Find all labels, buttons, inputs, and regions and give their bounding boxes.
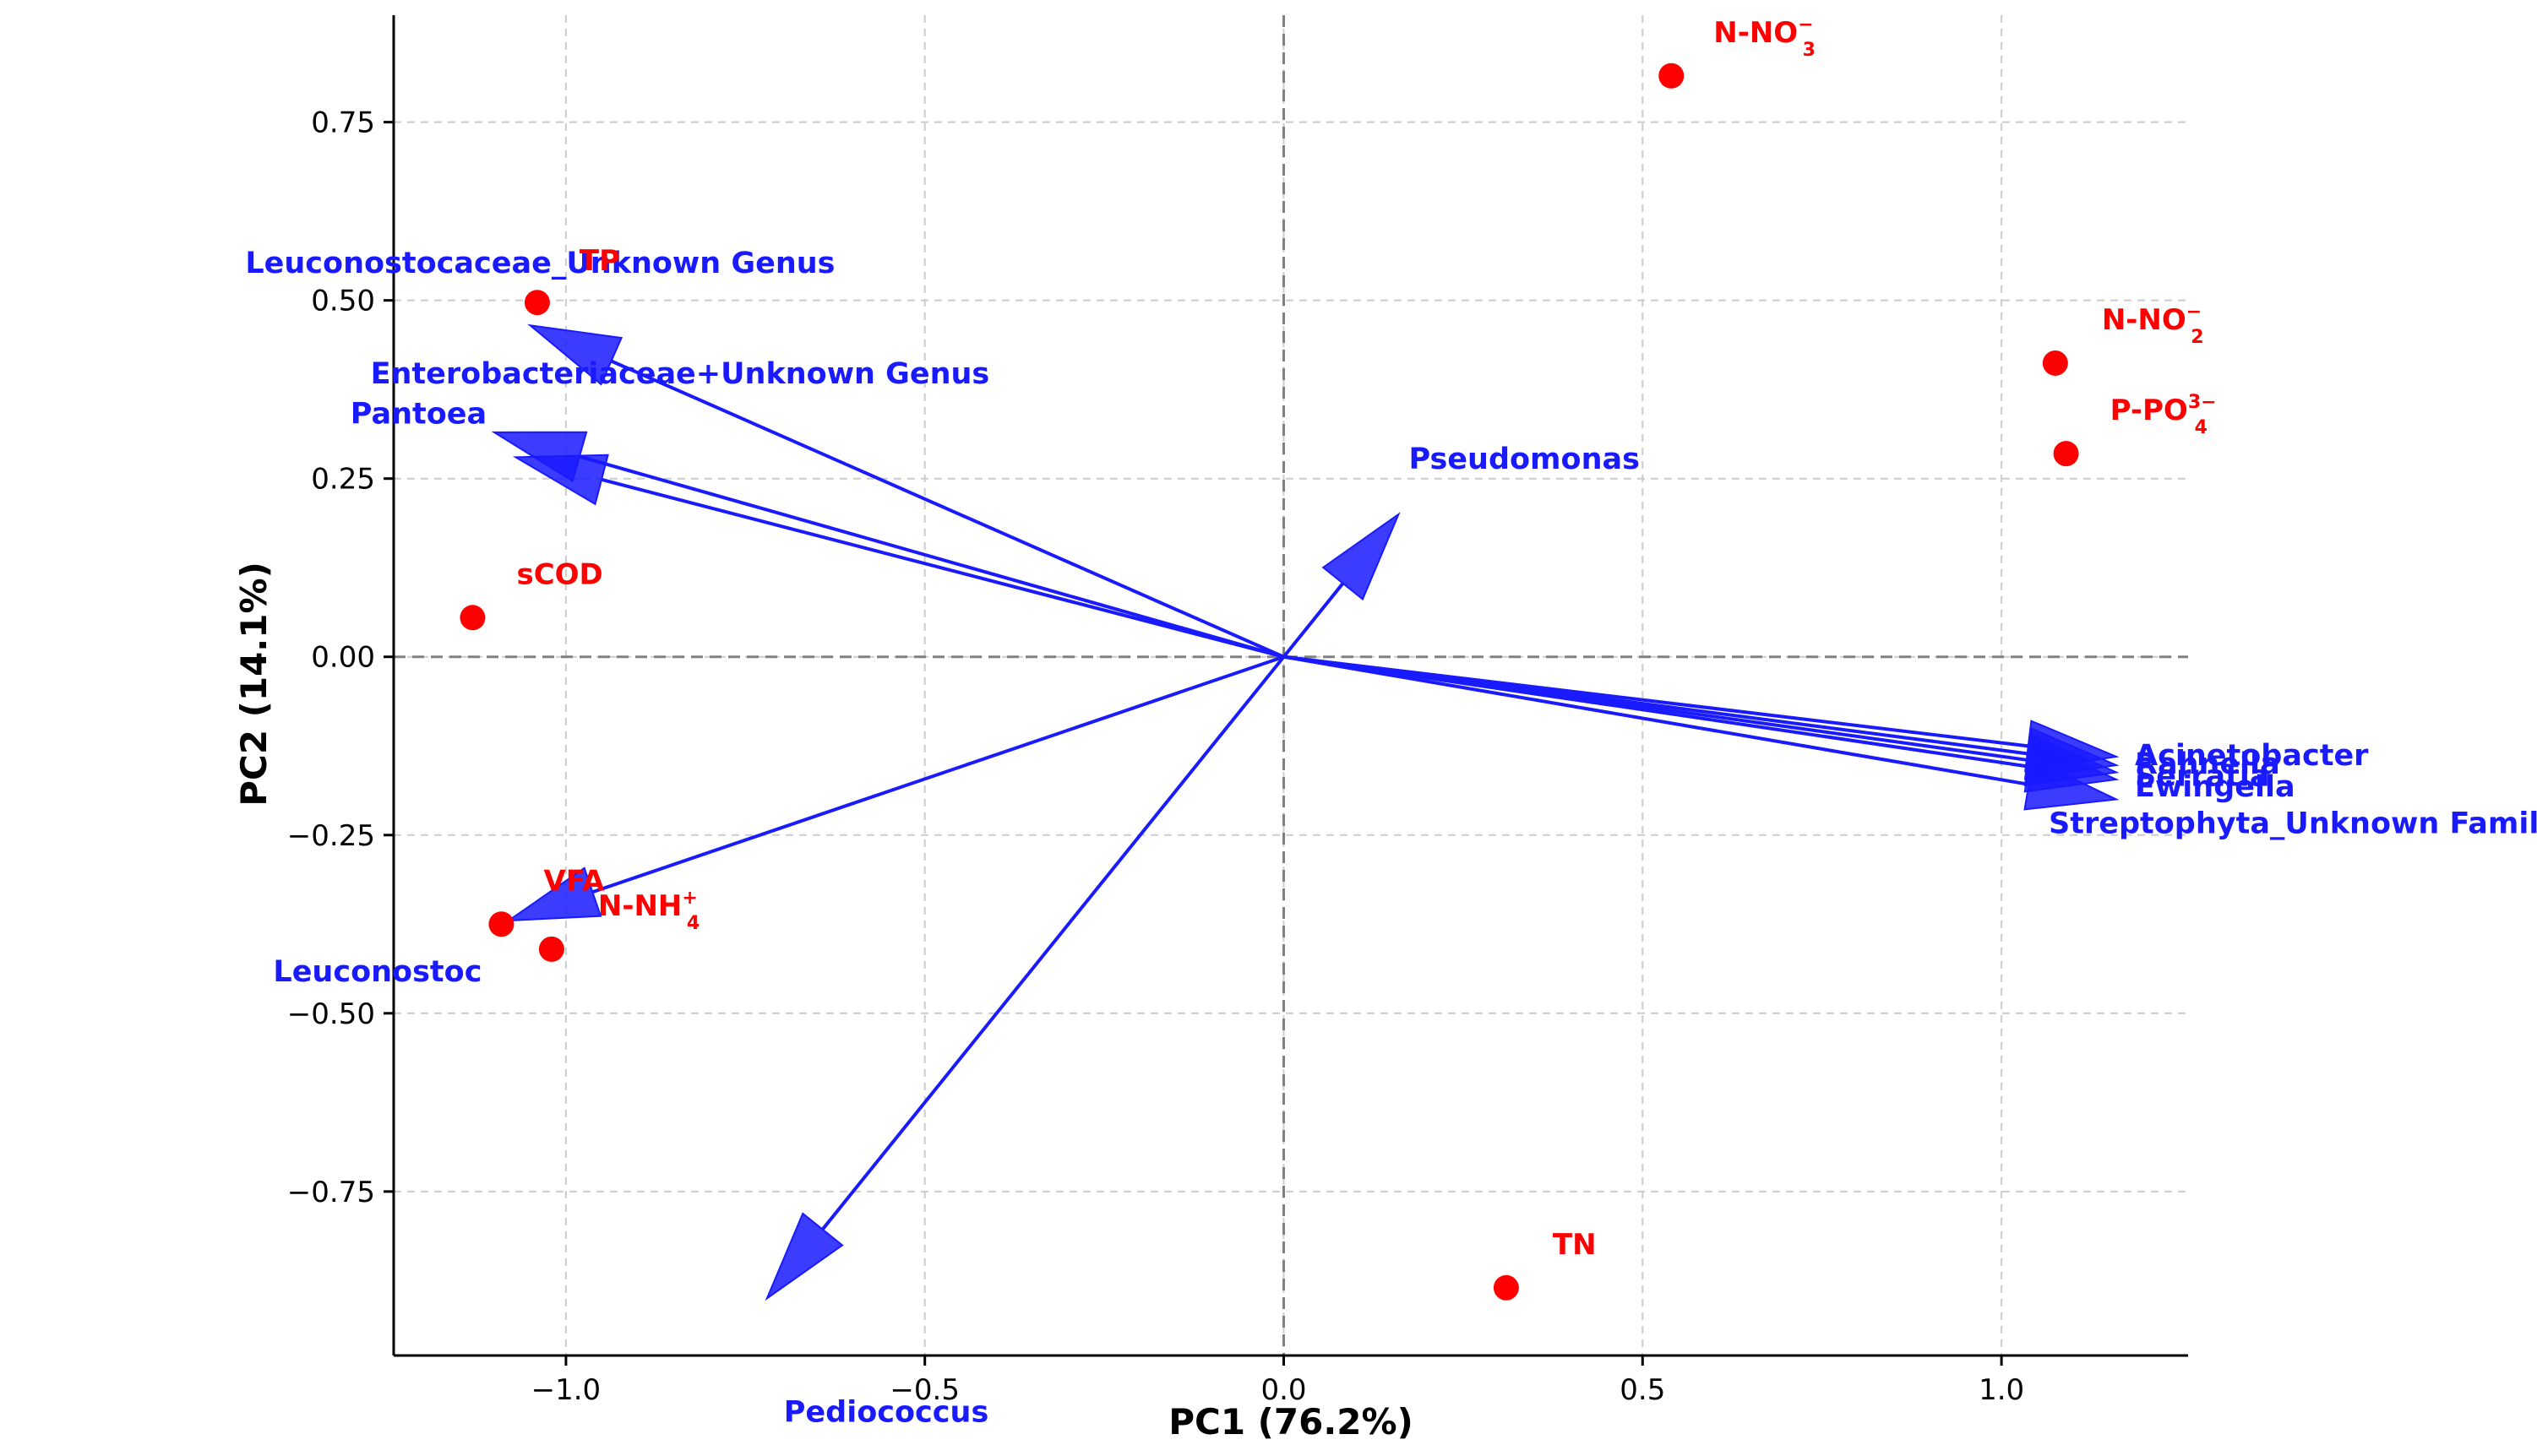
vector-label: Leuconostocaceae_Unknown Genus [245, 247, 835, 280]
labels: Leuconostocaceae_Unknown Genus Enterobact… [245, 14, 2537, 1430]
vector-shaft [1283, 655, 2029, 786]
point-label-subscript: 4 [687, 913, 700, 934]
y-tick-label: 0.75 [311, 106, 375, 140]
y-tick-label: 0.25 [311, 463, 375, 497]
vector-arrowhead [512, 454, 609, 506]
point-label-superscript: + [682, 888, 697, 909]
zero-lines [394, 15, 2188, 1355]
vector-arrowhead [1321, 512, 1401, 601]
loading-vector [491, 431, 1285, 659]
loading-vector [765, 655, 1286, 1301]
vector-shaft [579, 454, 1285, 659]
point-label-superscript: 3− [2188, 392, 2217, 413]
point-label-superscript: − [1798, 14, 1813, 35]
loading-vectors [491, 323, 2120, 1301]
point-label-text: N-NO [1713, 16, 1798, 50]
vector-shaft [821, 655, 1286, 1231]
vector-arrowhead [527, 323, 623, 386]
point-label-text: N-NH [598, 889, 682, 923]
data-point [538, 936, 564, 962]
point-label: P-PO3− 4 [2110, 392, 2217, 438]
x-tick-label: 0.0 [1260, 1373, 1306, 1407]
point-label: N-NH+ 4 [598, 888, 700, 934]
axes: −1.0 −0.5 0.0 0.5 1.0−0.75−0.50−0.250.000.25… [287, 15, 2188, 1407]
data-point [488, 911, 514, 937]
loading-vector [505, 655, 1285, 922]
point-label-text: sCOD [516, 557, 602, 591]
vector-arrowhead [505, 867, 602, 922]
point-label-subscript: 2 [2191, 327, 2203, 348]
point-label: VFA [543, 864, 605, 898]
point-label-text: P-PO [2110, 394, 2188, 427]
point-label-subscript: 4 [2195, 417, 2208, 438]
vector-label: Enterobacteriaceae+Unknown Genus [371, 357, 990, 391]
y-tick-label: 0.00 [311, 641, 375, 675]
y-tick-label: −0.50 [287, 997, 375, 1031]
x-tick-label: 1.0 [1979, 1373, 2024, 1407]
vector-label: Pediococcus [784, 1395, 989, 1429]
data-point [2053, 441, 2079, 467]
data-point [524, 290, 550, 316]
vector-label: Leuconostoc [273, 955, 482, 989]
point-label: TN [1553, 1228, 1597, 1262]
vector-shaft [1283, 655, 2029, 769]
loading-vector [1283, 655, 2120, 811]
loading-vector [1282, 512, 1401, 658]
point-label-text: VFA [543, 864, 605, 898]
grid-layer [394, 15, 2188, 1355]
vector-arrowhead [2023, 758, 2120, 811]
point-label-subscript: 3 [1803, 40, 1816, 61]
point-label-text: TP [580, 244, 620, 278]
y-tick-label: −0.75 [287, 1176, 375, 1209]
point-label: N-NO− 2 [2102, 302, 2204, 348]
x-tick-label: −0.5 [890, 1373, 960, 1407]
vector-shaft [610, 359, 1285, 659]
x-tick-label: −1.0 [531, 1373, 602, 1407]
x-tick-label: 0.5 [1620, 1373, 1665, 1407]
loading-vector [527, 323, 1285, 659]
y-axis-title: PC2 (14.1%) [233, 562, 275, 807]
data-point [2042, 350, 2068, 376]
point-label: N-NO− 3 [1713, 14, 1816, 61]
vector-shaft [591, 655, 1285, 894]
vector-label: Pseudomonas [1408, 443, 1640, 476]
vector-label: Streptophyta_Unknown Family [2049, 807, 2537, 841]
x-axis-title: PC1 (76.2%) [1168, 1401, 1413, 1442]
vector-label: Acinetobacter [2135, 739, 2369, 773]
y-tick-label: 0.50 [311, 285, 375, 318]
point-label-superscript: − [2186, 302, 2202, 323]
y-tick-label: −0.25 [287, 819, 375, 853]
data-point [1658, 62, 1685, 89]
loading-vector [512, 454, 1285, 659]
variable-points [460, 62, 2079, 1301]
vector-label: Ewingella [2135, 770, 2295, 804]
point-label-text: TN [1553, 1228, 1597, 1262]
vector-label: Pantoea [351, 397, 487, 431]
data-point [460, 605, 486, 631]
vector-label: Serratia [2135, 759, 2269, 793]
vector-arrowhead [765, 1212, 844, 1301]
vector-label: Rahnella [2135, 747, 2280, 781]
point-label: sCOD [516, 557, 602, 591]
vector-shaft [601, 477, 1285, 659]
point-label-text: N-NO [2102, 303, 2186, 337]
data-point [1493, 1274, 1519, 1301]
vector-shaft [1282, 582, 1345, 658]
point-label: TP [580, 244, 620, 278]
